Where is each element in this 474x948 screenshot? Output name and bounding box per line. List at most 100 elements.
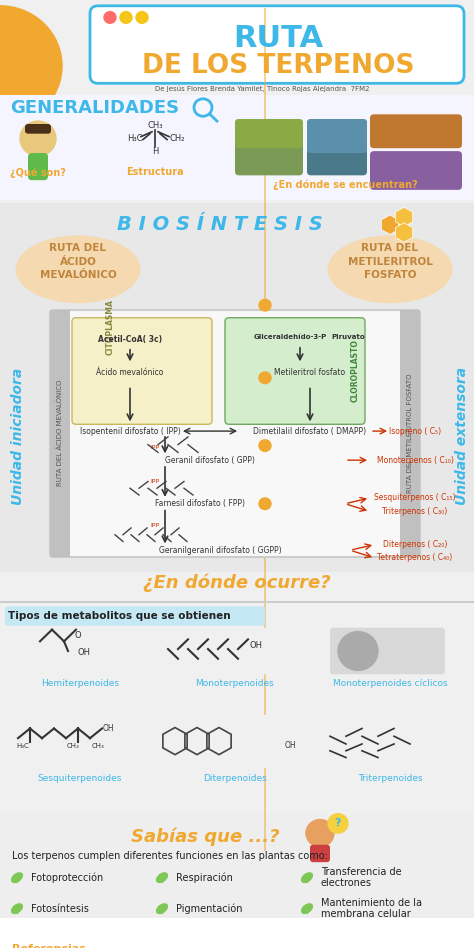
Circle shape <box>120 11 132 24</box>
Text: Isopreno ( C₅): Isopreno ( C₅) <box>389 427 441 435</box>
Text: Diterpenos ( C₂₀): Diterpenos ( C₂₀) <box>383 540 447 549</box>
Text: CITOPLASMA: CITOPLASMA <box>106 300 115 356</box>
Circle shape <box>104 11 116 24</box>
FancyBboxPatch shape <box>28 153 48 180</box>
Text: Piruvato: Piruvato <box>331 334 365 340</box>
Text: OH: OH <box>78 648 91 657</box>
FancyBboxPatch shape <box>90 6 464 83</box>
FancyBboxPatch shape <box>225 318 365 425</box>
Text: CH₃: CH₃ <box>67 743 79 749</box>
Text: Tipos de metabolitos que se obtienen: Tipos de metabolitos que se obtienen <box>8 611 231 621</box>
Circle shape <box>306 820 334 847</box>
FancyBboxPatch shape <box>322 628 460 674</box>
Text: Unidad iniciadora: Unidad iniciadora <box>11 367 25 504</box>
Text: ¿Qué son?: ¿Qué son? <box>10 167 66 177</box>
Circle shape <box>259 440 271 451</box>
FancyBboxPatch shape <box>5 607 265 626</box>
FancyBboxPatch shape <box>12 715 150 768</box>
Ellipse shape <box>328 235 453 303</box>
Circle shape <box>328 813 348 833</box>
Text: Isopentenil difosfato ( IPP): Isopentenil difosfato ( IPP) <box>80 427 181 435</box>
Text: OH: OH <box>102 724 114 733</box>
Ellipse shape <box>156 903 168 914</box>
Text: DE LOS TERPENOS: DE LOS TERPENOS <box>142 53 414 79</box>
Text: RUTA: RUTA <box>233 25 323 53</box>
Text: Respiración: Respiración <box>176 872 233 883</box>
FancyBboxPatch shape <box>235 119 303 148</box>
Text: Gliceraldehído-3-P: Gliceraldehído-3-P <box>254 334 327 340</box>
Text: Monoterpenoides: Monoterpenoides <box>196 680 274 688</box>
Text: Farnesil difosfato ( FPP): Farnesil difosfato ( FPP) <box>155 500 245 508</box>
Text: RUTA DEL
METILERITROL
FOSFATO: RUTA DEL METILERITROL FOSFATO <box>347 244 432 280</box>
Text: Unidad extensora: Unidad extensora <box>455 367 469 505</box>
Text: RUTA DEL METILERITROL FOSFATO: RUTA DEL METILERITROL FOSFATO <box>407 374 413 493</box>
Circle shape <box>0 6 62 126</box>
Text: Transferencia de
electrones: Transferencia de electrones <box>321 866 401 888</box>
Text: Estructura: Estructura <box>126 168 184 177</box>
FancyBboxPatch shape <box>307 119 367 175</box>
FancyBboxPatch shape <box>322 715 460 768</box>
Text: Acetil-CoA( 3c): Acetil-CoA( 3c) <box>98 335 162 343</box>
Text: H₃C: H₃C <box>17 743 29 749</box>
Text: Geranil difosfato ( GPP): Geranil difosfato ( GPP) <box>165 456 255 465</box>
FancyBboxPatch shape <box>370 115 462 148</box>
Text: IPP: IPP <box>150 522 160 527</box>
Bar <box>50 310 70 557</box>
Text: Metileritrol fosfato: Metileritrol fosfato <box>274 369 346 377</box>
Bar <box>0 813 474 948</box>
Text: GENERALIDADES: GENERALIDADES <box>10 100 179 118</box>
Ellipse shape <box>301 872 313 884</box>
Text: RUTA DEL
ÁCIDO
MEVALÓNICO: RUTA DEL ÁCIDO MEVALÓNICO <box>40 244 117 280</box>
FancyBboxPatch shape <box>12 628 150 674</box>
FancyBboxPatch shape <box>310 845 330 862</box>
Text: IPP: IPP <box>150 479 160 484</box>
Text: Dimetilalil difosfato ( DMAPP): Dimetilalil difosfato ( DMAPP) <box>254 427 366 435</box>
Text: Sesquiterpenos ( C₁₅): Sesquiterpenos ( C₁₅) <box>374 493 456 502</box>
FancyBboxPatch shape <box>72 318 212 425</box>
Text: Fotoprotección: Fotoprotección <box>31 872 103 883</box>
Text: Geranilgeranil difosfato ( GGPP): Geranilgeranil difosfato ( GGPP) <box>159 546 281 555</box>
Text: Triterpenos ( C₃₀): Triterpenos ( C₃₀) <box>383 507 447 516</box>
Text: Monoterpenos ( C₁₀): Monoterpenos ( C₁₀) <box>376 456 454 465</box>
Text: ?: ? <box>335 818 341 829</box>
Circle shape <box>338 631 378 670</box>
Text: Tetraterpenos ( C₄₀): Tetraterpenos ( C₄₀) <box>377 554 453 562</box>
Bar <box>0 204 474 572</box>
Ellipse shape <box>11 872 23 884</box>
Text: O: O <box>75 631 82 640</box>
Text: Triterpenoides: Triterpenoides <box>358 775 422 783</box>
Text: CH₂: CH₂ <box>169 134 185 143</box>
Circle shape <box>259 372 271 384</box>
FancyBboxPatch shape <box>167 715 305 768</box>
Bar <box>0 601 474 603</box>
FancyBboxPatch shape <box>235 119 303 175</box>
Ellipse shape <box>301 903 313 914</box>
Text: Mantenimiento de la
membrana celular: Mantenimiento de la membrana celular <box>321 898 422 920</box>
FancyBboxPatch shape <box>25 124 51 134</box>
FancyBboxPatch shape <box>50 310 420 557</box>
Text: Los terpenos cumplen diferentes funciones en las plantas como:: Los terpenos cumplen diferentes funcione… <box>12 851 328 862</box>
Bar <box>264 8 266 850</box>
Text: Pigmentación: Pigmentación <box>176 903 243 914</box>
Text: Sesquiterpenoides: Sesquiterpenoides <box>38 775 122 783</box>
Text: IPP: IPP <box>150 445 160 450</box>
Text: CH₃: CH₃ <box>91 743 104 749</box>
FancyBboxPatch shape <box>307 119 367 153</box>
Text: CLOROPLASTO: CLOROPLASTO <box>350 339 359 403</box>
Circle shape <box>259 498 271 510</box>
Circle shape <box>20 121 56 156</box>
Text: Hemiterpenoides: Hemiterpenoides <box>41 680 119 688</box>
Text: Monoterpenoides cíclicos: Monoterpenoides cíclicos <box>333 680 447 688</box>
Bar <box>0 95 474 200</box>
Ellipse shape <box>156 872 168 884</box>
Text: OH: OH <box>284 741 296 751</box>
Text: Fotosíntesis: Fotosíntesis <box>31 903 89 914</box>
Text: Referencias: Referencias <box>12 944 86 948</box>
Text: ¿En dónde ocurre?: ¿En dónde ocurre? <box>143 574 331 592</box>
Circle shape <box>259 300 271 311</box>
Text: RUTA DEL ÁCIDO MEVALÓNICO: RUTA DEL ÁCIDO MEVALÓNICO <box>57 380 63 486</box>
Text: H: H <box>152 147 158 155</box>
Text: Sabías que ...?: Sabías que ...? <box>131 828 279 847</box>
Text: De Jesús Flores Brenda Yamilet, Tinoco Rojas Alejandra  7FM2: De Jesús Flores Brenda Yamilet, Tinoco R… <box>155 86 370 92</box>
Text: CH₃: CH₃ <box>147 121 163 131</box>
